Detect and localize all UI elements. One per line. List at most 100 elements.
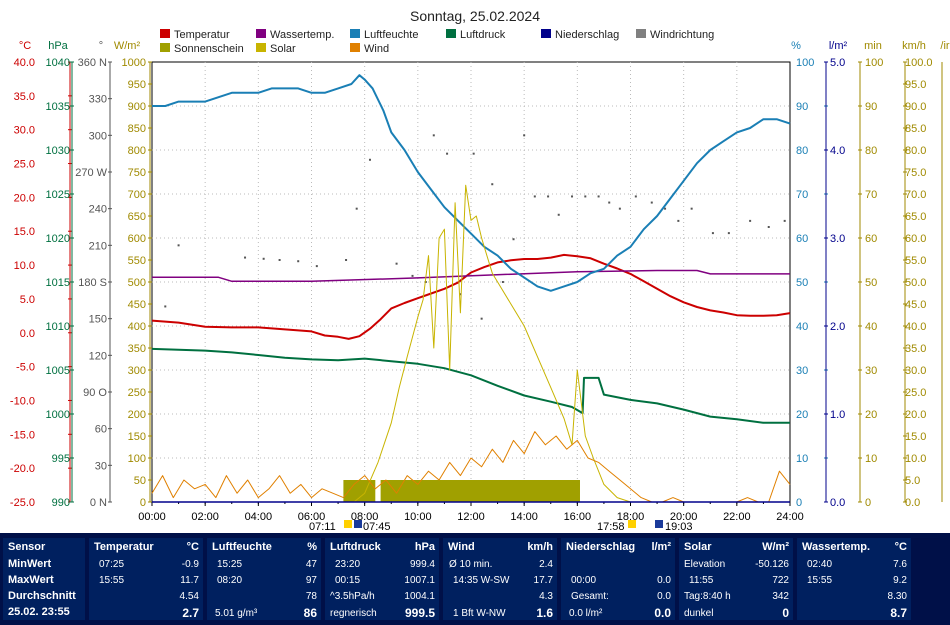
tick-label-solar: 800 [128,145,146,157]
x-axis: 00:00 02:00 04:00 06:00 08:00 10:00 12:00 14:00… [138,502,804,523]
tick-label-sun: 100 [865,57,883,69]
tick-label-dir: 210 [89,240,107,252]
tick-label-dir: 180 S [78,277,107,289]
solar-avg: 342 [772,591,789,602]
tick-label-wind: 5.0 [905,475,920,487]
series-solar [353,184,631,503]
tick-label-press: 1035 [46,101,70,113]
tick-label-press: 1010 [46,321,70,333]
sunrise-icon [344,520,352,528]
tick-label-temp: -10.0 [10,395,35,407]
tick-label-press: 1040 [46,57,70,69]
tick-label-temp: 20.0 [14,192,35,204]
tick-label-temp: -20.0 [10,463,35,475]
wind-direction-point [472,152,475,155]
wind-direction-point [512,238,515,241]
wind-max-time: 14:35 W-SW [453,575,510,586]
wind-direction-point [727,232,730,235]
y-axes: 40.0 35.0 30.0 25.0 20.0 15.0 10.0 5.0 0.0 -5.0 -1… [10,57,943,509]
wind-avg10: 2.4 [539,559,553,570]
tick-label-solar: 900 [128,101,146,113]
niederschlag-max: 0.0 [657,575,671,586]
legend-label-solar: Solar [270,43,296,55]
wind-avg-label: Ø 10 min. [449,559,493,570]
tick-label-wind: 100.0 [905,57,933,69]
x-tick-label: 24:00 [776,511,804,523]
wind-direction-point [664,207,667,210]
temperatur-min: -0.9 [181,559,199,570]
axis-header-rain: l/m² [829,40,848,52]
legend-label-luftdruck: Luftdruck [460,29,506,41]
wind-direction-point [634,195,637,198]
tick-label-dir: 30 [95,460,107,472]
stats-wind: Wind km/h Ø 10 min. 2.4 14:35 W-SW 17.7 … [443,538,557,620]
tick-label-solar: 650 [128,211,146,223]
tick-label-sun: 90 [865,101,877,113]
tick-label-wind: 20.0 [905,409,926,421]
tick-label-solar: 750 [128,167,146,179]
tick-label-solar: 450 [128,299,146,311]
tick-label-rain: 4.0 [830,145,845,157]
wind-direction-point [368,158,371,161]
tick-label-wind: 60.0 [905,233,926,245]
wind-direction-point [297,260,300,263]
legend-swatch-luftdruck [446,29,456,38]
durchschnitt-label: Durchschnitt [8,590,76,602]
tick-label-rain: 2.0 [830,321,845,333]
legend-swatch-luftfeuchte [350,29,360,38]
luftfeuchte-max: 97 [305,575,317,586]
axis-header-temp: °C [19,40,31,52]
axis-header-sun: min [864,40,882,52]
axis-header-wind: km/h [902,40,926,52]
wind-direction-point [164,305,167,308]
tick-label-dir: 330 [89,94,107,106]
wind-direction-point [767,226,770,228]
wassertemp-min-time: 02:40 [807,559,833,570]
x-tick-label: 02:00 [191,511,219,523]
tick-label-dir: 240 [89,204,107,216]
wind-direction-point [446,152,449,155]
tick-label-solar: 850 [128,123,146,135]
tick-label-temp: -5.0 [16,362,35,374]
niederschlag-current: 0.0 [654,606,671,620]
wassertemp-current: 8.7 [890,606,907,620]
wind-direction-point [424,281,427,283]
tick-label-wind: 45.0 [905,299,926,311]
niederschlag-gesamt-label: Gesamt: [571,591,609,602]
tick-label-wind: 30.0 [905,365,926,377]
wind-direction-point [533,195,536,198]
tick-label-wind: 90.0 [905,101,926,113]
stats-solar: Solar W/m² Elevation -50.126 11:55 722 T… [679,538,793,620]
series-luftdruck [151,347,790,424]
x-tick-label: 04:00 [245,511,273,523]
tick-label-wind: 85.0 [905,123,926,135]
tick-label-solar: 250 [128,387,146,399]
weather-chart: Sonntag, 25.02.2024 Temperatur Wassertemp… [10,8,950,533]
x-tick-label: 06:00 [298,511,326,523]
tick-label-hum: 20 [796,409,808,421]
legend-label-wassertemp: Wassertemp. [270,29,334,41]
tick-label-dir: 270 W [75,167,107,179]
axis-header-dir: ° [99,40,103,52]
luftfeuchte-min: 47 [305,559,317,570]
luftdruck-avg: 1004.1 [404,591,435,602]
luftdruck-min-time: 23:20 [335,559,361,570]
luftfeuchte-header: Luftfeuchte [212,541,272,553]
luftdruck-forecast: regnerisch [330,608,377,619]
axis-header-press: hPa [48,40,68,52]
wind-direction-point [395,262,398,265]
tick-label-hum: 60 [796,233,808,245]
wind-direction-point [411,274,414,277]
tick-label-press: 1020 [46,233,70,245]
legend-swatch-wassertemp [256,29,266,38]
x-tick-label: 20:00 [670,511,698,523]
wind-direction-point [677,219,680,222]
tick-label-wind: 35.0 [905,343,926,355]
niederschlag-header: Niederschlag [566,541,636,553]
tick-label-temp: 0.0 [20,328,35,340]
wind-header: Wind [448,541,475,553]
axis-headers: °C hPa ° W/m²% l/m² min km/h/ir [19,40,950,52]
tick-label-solar: 300 [128,365,146,377]
solar-state: dunkel [684,608,714,619]
tick-label-solar: 150 [128,431,146,443]
